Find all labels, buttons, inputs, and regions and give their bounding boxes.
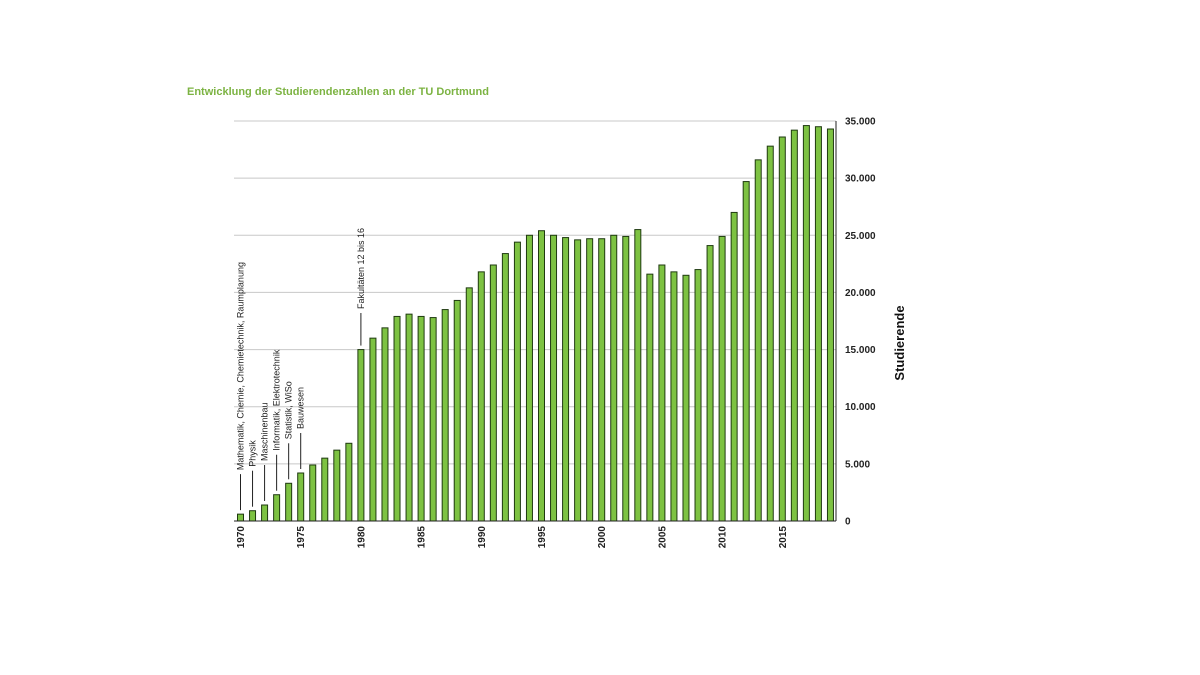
- bar-1975: [297, 472, 305, 522]
- annotation-label: Mathematik, Chemie, Chemietechnik, Raump…: [236, 262, 246, 470]
- bar-1972: [261, 504, 269, 522]
- x-tick-label: 1985: [417, 526, 428, 549]
- bar-2001: [610, 234, 618, 522]
- x-tick-label: 2010: [718, 526, 729, 549]
- bar-1979: [345, 442, 353, 522]
- bar-1988: [453, 299, 461, 522]
- y-tick-label: 30.000: [845, 174, 876, 185]
- bar-1983: [393, 315, 401, 522]
- bars: [237, 125, 834, 522]
- bar-2018: [814, 126, 822, 522]
- x-tick-label: 1980: [356, 526, 367, 549]
- bar-2013: [754, 159, 762, 522]
- y-tick-label: 25.000: [845, 231, 876, 242]
- y-tick-labels: 0 5.000 10.000 15.000 20.000 25.000 30.000 35.0…: [845, 117, 876, 528]
- bar-2011: [730, 211, 738, 522]
- bar-2003: [634, 229, 642, 522]
- bar-2012: [742, 181, 750, 522]
- bar-1971: [249, 510, 257, 522]
- bar-1973: [273, 494, 281, 522]
- bar-1974: [285, 482, 293, 522]
- bar-2008: [694, 269, 702, 522]
- x-tick-label: 1995: [537, 526, 548, 549]
- bar-1996: [550, 234, 558, 522]
- bar-1987: [441, 309, 449, 522]
- bar-2016: [790, 129, 798, 522]
- y-tick-label: 0: [845, 517, 851, 528]
- bar-2017: [802, 125, 810, 522]
- bar-1992: [501, 253, 509, 522]
- y-axis-label: Studierende: [892, 305, 907, 380]
- x-tick-labels: 1970 1975 1980 1985 1990 1995 2000 2005 2010 2015: [236, 526, 789, 549]
- bar-1981: [369, 337, 377, 522]
- bar-1986: [429, 317, 437, 522]
- bar-1997: [562, 237, 570, 522]
- bar-2009: [706, 245, 714, 522]
- y-tick-label: 20.000: [845, 288, 876, 299]
- x-tick-label: 1975: [296, 526, 307, 549]
- x-tick-label: 1990: [477, 526, 488, 549]
- y-tick-label: 5.000: [845, 459, 870, 470]
- bar-1982: [381, 327, 389, 522]
- bar-1990: [477, 271, 485, 522]
- bar-2019: [826, 128, 834, 522]
- bar-1994: [525, 234, 533, 522]
- bar-1993: [513, 241, 521, 522]
- y-tick-label: 10.000: [845, 402, 876, 413]
- bar-2006: [670, 271, 678, 522]
- bar-1984: [405, 313, 413, 522]
- bar-1989: [465, 287, 473, 522]
- x-tick-label: 2000: [597, 526, 608, 549]
- bar-1999: [586, 238, 594, 522]
- bar-2014: [766, 145, 774, 522]
- bar-1976: [309, 464, 317, 522]
- annotation-label: Maschinenbau: [260, 402, 270, 461]
- annotation-label: Physik: [248, 440, 258, 467]
- bar-1995: [538, 230, 545, 522]
- bar-2000: [598, 238, 606, 522]
- bar-1991: [489, 264, 497, 522]
- bar-2004: [646, 273, 654, 522]
- x-tick-label: 2015: [778, 526, 789, 549]
- bar-1985: [417, 315, 425, 522]
- bar-1978: [333, 449, 341, 522]
- bar-2010: [718, 235, 726, 522]
- annotations: Mathematik, Chemie, Chemietechnik, Raump…: [236, 228, 366, 511]
- x-tick-label: 2005: [657, 526, 668, 549]
- bar-1977: [321, 457, 329, 522]
- annotation-label: Statistik, WiSo: [284, 381, 294, 439]
- y-tick-label: 35.000: [845, 117, 876, 128]
- bar-2015: [778, 136, 786, 522]
- chart-title: Entwicklung der Studierendenzahlen an de…: [187, 86, 489, 98]
- annotation-label: Informatik, Elektrotechnik: [272, 349, 282, 451]
- annotation-label: Bauwesen: [296, 387, 306, 429]
- annotation-label: Fakultäten 12 bis 16: [356, 228, 366, 309]
- bar-1998: [574, 239, 582, 522]
- bar-2007: [682, 274, 690, 522]
- y-tick-label: 15.000: [845, 345, 876, 356]
- bar-2002: [622, 235, 630, 522]
- bar-1970: [237, 513, 244, 522]
- bar-1980: [357, 349, 365, 522]
- bar-2005: [658, 264, 666, 522]
- x-tick-label: 1970: [236, 526, 247, 549]
